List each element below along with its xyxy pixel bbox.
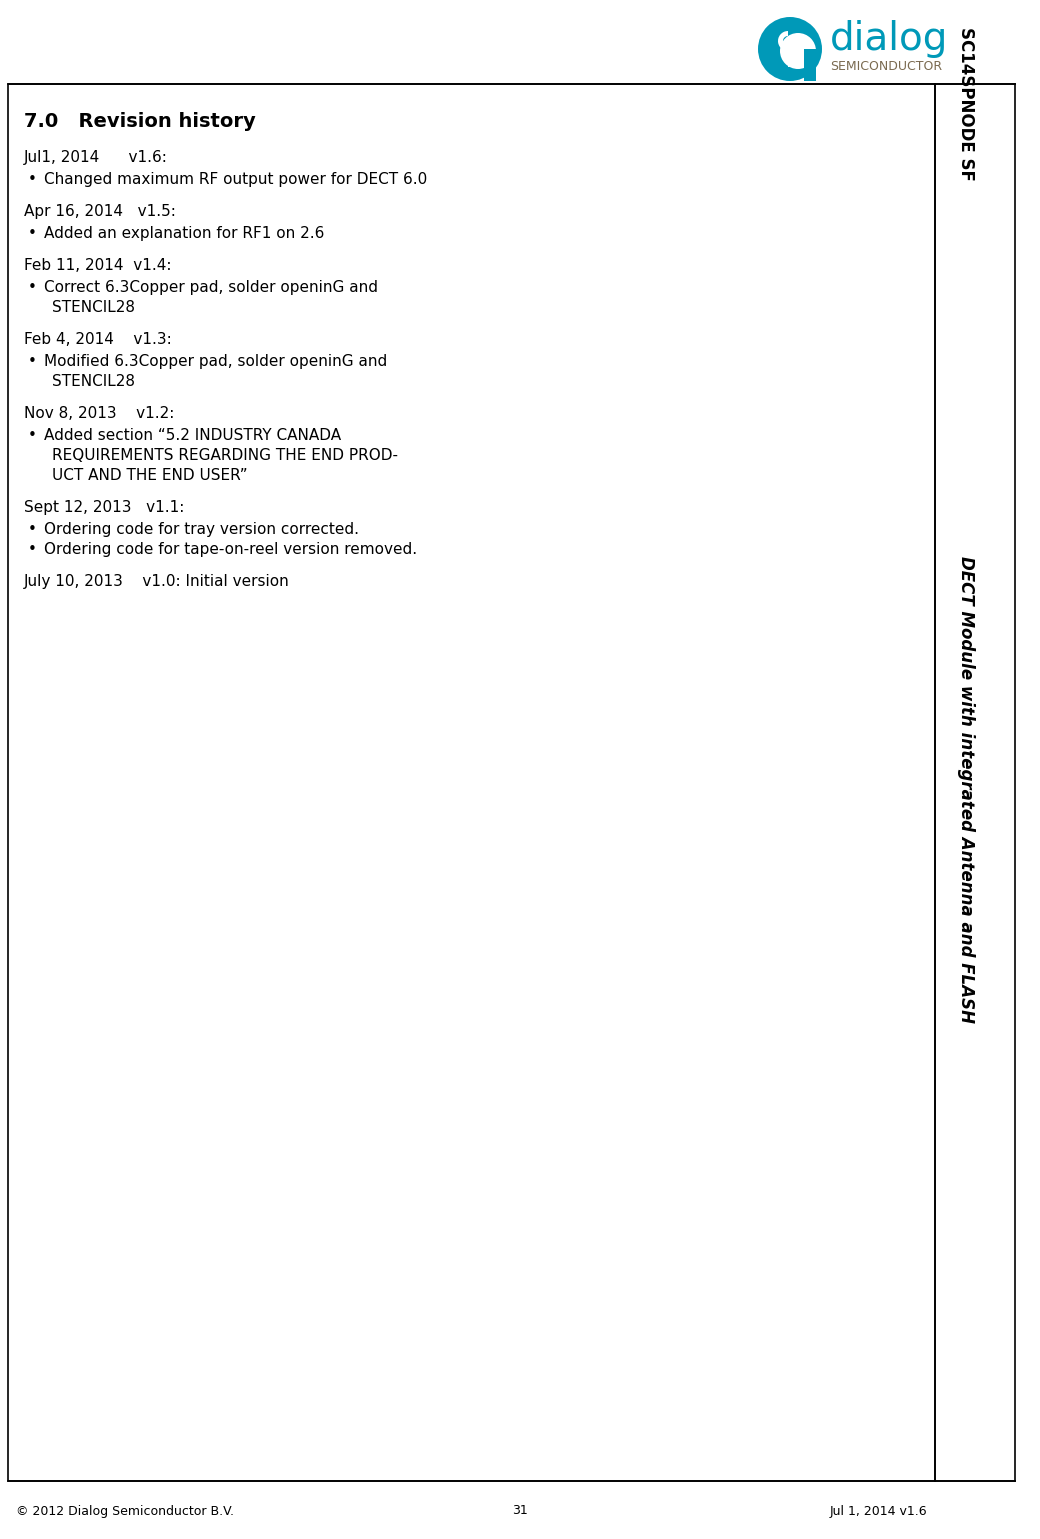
Text: July 10, 2013    v1.0: Initial version: July 10, 2013 v1.0: Initial version [24, 574, 290, 589]
Circle shape [780, 32, 816, 69]
Text: Modified 6.3Copper pad, solder openinG and: Modified 6.3Copper pad, solder openinG a… [44, 354, 387, 369]
Text: •: • [28, 522, 36, 537]
Text: 31: 31 [512, 1505, 528, 1517]
Text: Changed maximum RF output power for DECT 6.0: Changed maximum RF output power for DECT… [44, 172, 427, 188]
Text: Jul1, 2014      v1.6:: Jul1, 2014 v1.6: [24, 149, 167, 165]
Text: •: • [28, 428, 36, 443]
Text: © 2012 Dialog Semiconductor B.V.: © 2012 Dialog Semiconductor B.V. [16, 1505, 234, 1517]
Text: REQUIREMENTS REGARDING THE END PROD-: REQUIREMENTS REGARDING THE END PROD- [52, 448, 398, 463]
Text: •: • [28, 542, 36, 557]
Text: UCT AND THE END USER”: UCT AND THE END USER” [52, 468, 248, 483]
Text: Feb 4, 2014    v1.3:: Feb 4, 2014 v1.3: [24, 332, 172, 346]
Text: Sept 12, 2013   v1.1:: Sept 12, 2013 v1.1: [24, 500, 184, 516]
Text: dialog: dialog [830, 20, 948, 58]
Text: Apr 16, 2014   v1.5:: Apr 16, 2014 v1.5: [24, 205, 176, 219]
Text: SC14SPNODE SF: SC14SPNODE SF [957, 28, 976, 182]
Wedge shape [778, 31, 791, 51]
Text: DECT Module with integrated Antenna and FLASH: DECT Module with integrated Antenna and … [957, 556, 976, 1022]
Text: 7.0   Revision history: 7.0 Revision history [24, 112, 256, 131]
Text: Ordering code for tray version corrected.: Ordering code for tray version corrected… [44, 522, 359, 537]
Text: Jul 1, 2014 v1.6: Jul 1, 2014 v1.6 [829, 1505, 927, 1517]
Text: •: • [28, 354, 36, 369]
Circle shape [758, 17, 822, 82]
Wedge shape [784, 48, 798, 68]
Text: STENCIL28: STENCIL28 [52, 374, 135, 389]
Bar [804, 49, 816, 82]
Text: •: • [28, 172, 36, 188]
Text: Ordering code for tape-on-reel version removed.: Ordering code for tape-on-reel version r… [44, 542, 417, 557]
Text: •: • [28, 226, 36, 242]
Text: Nov 8, 2013    v1.2:: Nov 8, 2013 v1.2: [24, 406, 175, 422]
Text: Feb 11, 2014  v1.4:: Feb 11, 2014 v1.4: [24, 259, 172, 272]
Bar [8, 85, 935, 1481]
Text: Correct 6.3Copper pad, solder openinG and: Correct 6.3Copper pad, solder openinG an… [44, 280, 378, 295]
Text: SEMICONDUCTOR: SEMICONDUCTOR [830, 60, 942, 74]
Text: Added section “5.2 INDUSTRY CANADA: Added section “5.2 INDUSTRY CANADA [44, 428, 341, 443]
Text: Added an explanation for RF1 on 2.6: Added an explanation for RF1 on 2.6 [44, 226, 324, 242]
Text: STENCIL28: STENCIL28 [52, 300, 135, 315]
Text: •: • [28, 280, 36, 295]
